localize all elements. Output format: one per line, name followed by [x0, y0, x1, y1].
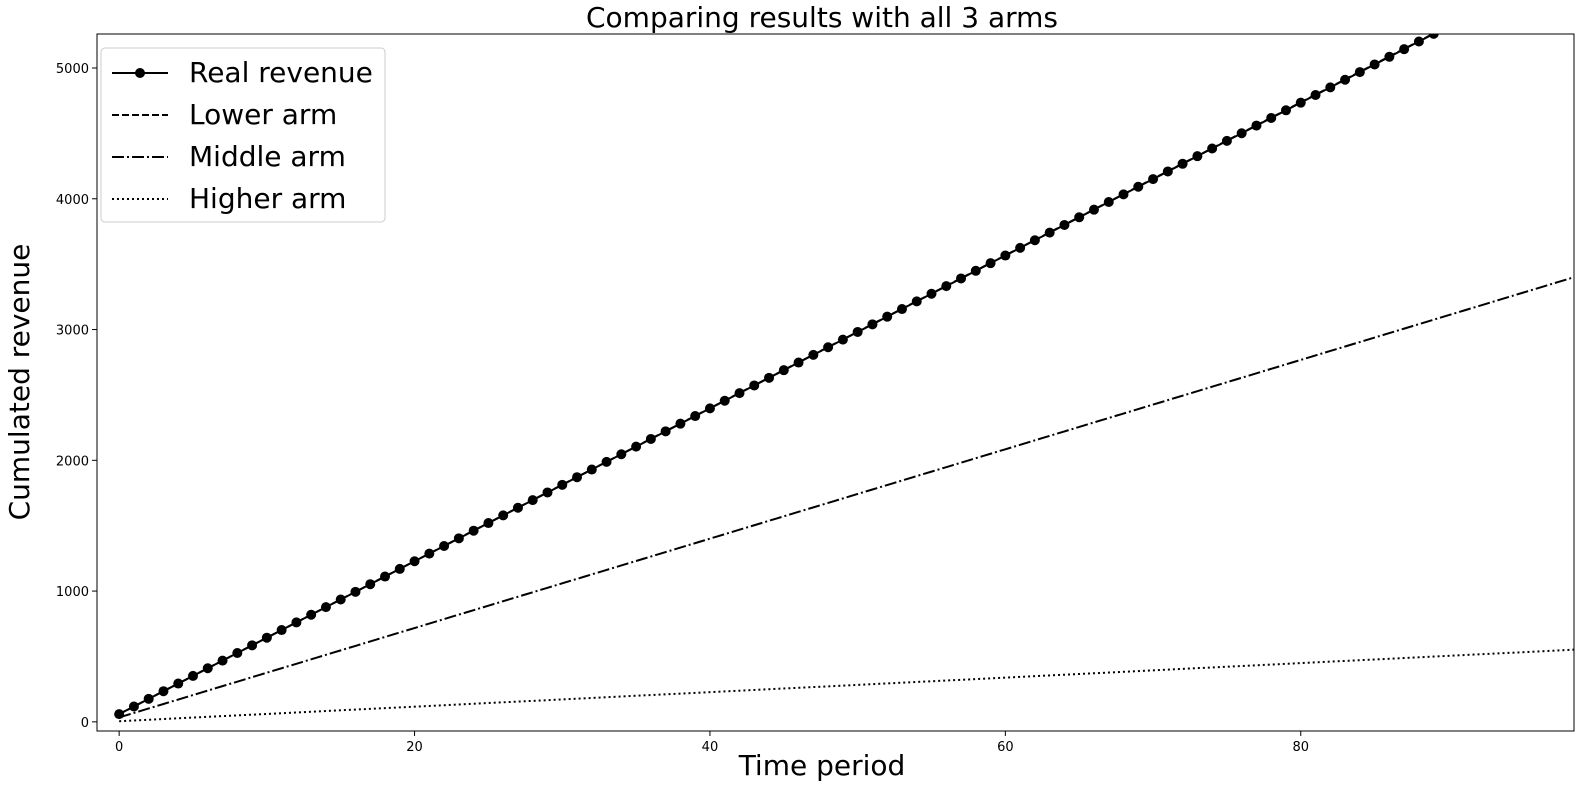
x-tick-label: 80 [1292, 740, 1309, 755]
data-point-real-revenue [380, 571, 391, 582]
data-point-real-revenue [247, 640, 258, 651]
data-point-real-revenue [956, 273, 967, 284]
data-point-real-revenue [690, 411, 701, 422]
data-point-real-revenue [1428, 34, 1439, 39]
legend-label-real-revenue: Real revenue [189, 56, 373, 89]
series-line-lower-arm [118, 34, 1435, 716]
legend-label-higher-arm: Higher arm [189, 182, 346, 215]
data-point-real-revenue [1310, 90, 1321, 101]
y-tick-label: 3000 [56, 324, 89, 339]
series-line-middle-arm [118, 276, 1574, 719]
data-point-real-revenue [1088, 204, 1099, 215]
data-point-real-revenue [424, 548, 435, 559]
data-point-real-revenue [911, 296, 922, 307]
data-point-real-revenue [335, 594, 346, 605]
y-axis-title: Cumulated revenue [3, 244, 36, 521]
legend-marker-real-revenue [135, 68, 145, 78]
chart-title: Comparing results with all 3 arms [586, 1, 1058, 34]
data-point-real-revenue [601, 456, 612, 467]
data-point-real-revenue [557, 479, 568, 490]
data-point-real-revenue [645, 433, 656, 444]
x-axis-title: Time period [738, 749, 906, 782]
x-tick-label: 20 [406, 740, 423, 755]
data-point-real-revenue [512, 502, 523, 513]
data-point-real-revenue [1266, 112, 1277, 123]
data-point-real-revenue [291, 617, 302, 628]
y-tick-label: 0 [81, 716, 89, 731]
y-tick-label: 5000 [56, 62, 89, 77]
y-tick-label: 1000 [56, 585, 89, 600]
x-tick-label: 60 [997, 740, 1014, 755]
data-point-real-revenue [468, 525, 479, 536]
plot-frame [96, 33, 1575, 732]
x-axis: 0 20 40 60 80 [115, 731, 1309, 755]
legend-frame [100, 47, 386, 223]
y-tick-label: 2000 [56, 454, 89, 469]
data-point-real-revenue [158, 686, 169, 697]
y-tick-label: 4000 [56, 193, 89, 208]
data-point-real-revenue [1221, 135, 1232, 146]
legend-label-middle-arm: Middle arm [189, 140, 346, 173]
legend-label-lower-arm: Lower arm [189, 98, 337, 131]
y-axis: 0 1000 2000 3000 4000 5000 [56, 62, 97, 731]
data-point-real-revenue [867, 319, 878, 330]
x-tick-label: 0 [115, 740, 123, 755]
data-point-real-revenue [202, 663, 213, 674]
legend: Real revenue Lower arm Middle arm Higher… [100, 47, 386, 223]
data-point-real-revenue [1177, 158, 1188, 169]
data-point-real-revenue [823, 342, 834, 353]
data-point-real-revenue [734, 388, 745, 399]
series-layer [114, 34, 1574, 723]
data-point-real-revenue [1044, 227, 1055, 238]
data-point-real-revenue [1000, 250, 1011, 261]
series-line-higher-arm [119, 648, 1574, 723]
data-point-real-revenue [1133, 181, 1144, 192]
x-tick-label: 40 [702, 740, 719, 755]
data-point-real-revenue [778, 365, 789, 376]
